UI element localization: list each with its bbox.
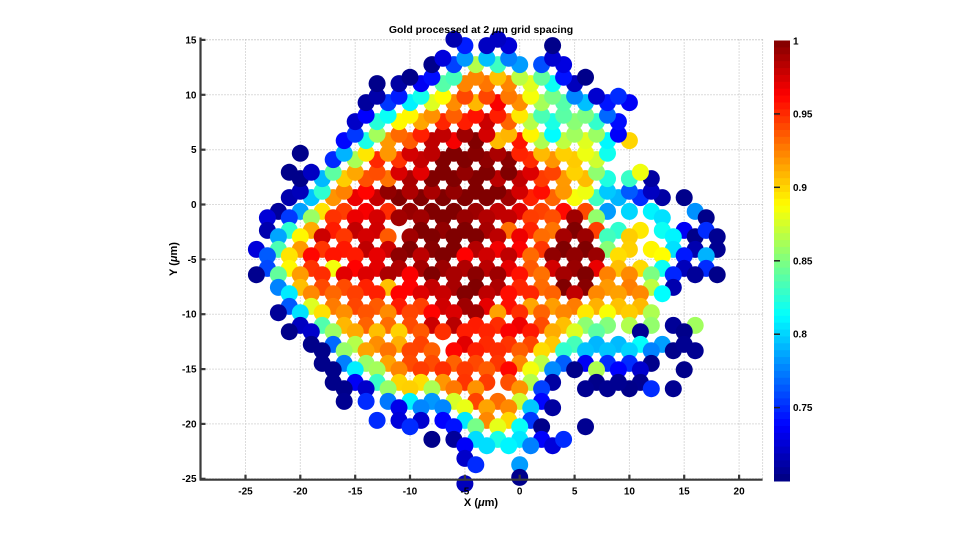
svg-text:-5: -5 xyxy=(460,487,469,498)
svg-text:-15: -15 xyxy=(182,365,197,376)
svg-text:-25: -25 xyxy=(182,474,197,485)
svg-text:Gold processed at 2 μm grid sp: Gold processed at 2 μm grid spacing xyxy=(389,24,573,36)
svg-text:-10: -10 xyxy=(403,487,418,498)
svg-text:15: 15 xyxy=(679,487,691,498)
svg-text:0.85: 0.85 xyxy=(793,256,813,267)
svg-text:5: 5 xyxy=(572,487,578,498)
svg-text:0: 0 xyxy=(517,487,523,498)
svg-text:-10: -10 xyxy=(182,310,197,321)
svg-text:-15: -15 xyxy=(348,487,363,498)
svg-text:20: 20 xyxy=(734,487,746,498)
svg-text:0.75: 0.75 xyxy=(793,403,813,414)
svg-text:Y (μm): Y (μm) xyxy=(168,242,180,276)
svg-text:X (μm): X (μm) xyxy=(464,497,498,509)
svg-text:0.8: 0.8 xyxy=(793,330,807,341)
svg-text:1: 1 xyxy=(793,37,799,48)
svg-text:-20: -20 xyxy=(182,419,197,430)
svg-text:15: 15 xyxy=(185,35,197,46)
svg-text:-25: -25 xyxy=(238,487,253,498)
svg-text:10: 10 xyxy=(185,90,197,101)
svg-text:10: 10 xyxy=(624,487,636,498)
svg-text:0.9: 0.9 xyxy=(793,183,807,194)
svg-text:0.95: 0.95 xyxy=(793,109,813,120)
svg-text:5: 5 xyxy=(191,145,197,156)
svg-text:-20: -20 xyxy=(293,487,308,498)
svg-text:-5: -5 xyxy=(188,255,197,266)
svg-text:0: 0 xyxy=(191,200,197,211)
